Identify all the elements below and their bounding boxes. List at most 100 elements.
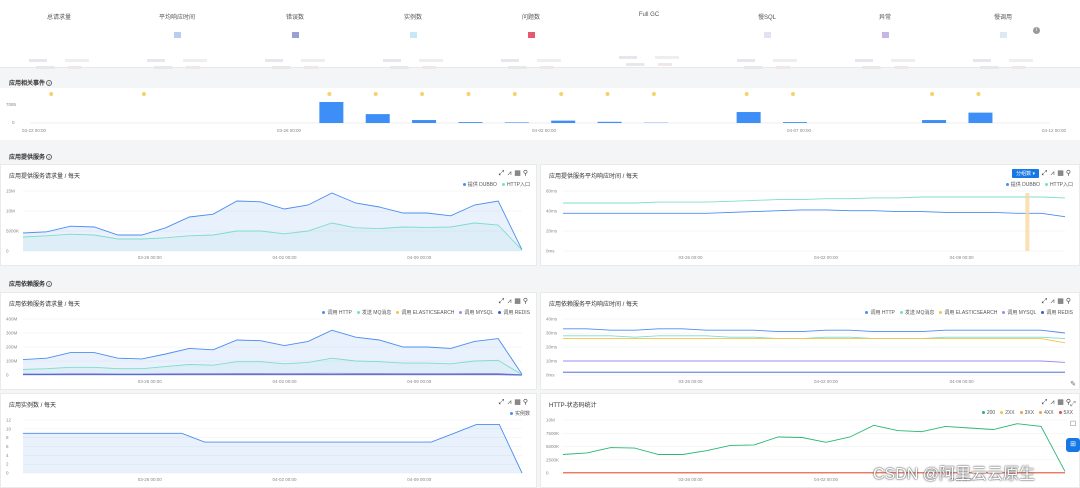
series-line[interactable] (563, 360, 1066, 363)
event-bar[interactable] (319, 102, 344, 123)
chart-type-icon[interactable]: ⩘ (507, 170, 513, 177)
event-bar[interactable] (783, 122, 807, 123)
metric-card[interactable]: 实例数 (354, 0, 472, 69)
help-icon[interactable]: ? (46, 80, 53, 86)
legend-item[interactable]: 3XX (1024, 410, 1035, 416)
metric-card[interactable]: Full GC (590, 0, 708, 68)
share-icon[interactable]: ⤢ (1070, 401, 1076, 408)
filter-icon[interactable]: ⚲ (522, 170, 530, 177)
series-line[interactable] (563, 209, 1066, 218)
event-marker-icon[interactable] (141, 92, 146, 96)
calendar-icon[interactable]: ▦ (514, 399, 522, 406)
legend-item[interactable]: 4XX (1044, 410, 1054, 416)
event-marker-icon[interactable] (466, 92, 471, 96)
metric-card[interactable]: 异常 (826, 0, 944, 69)
legend-item[interactable]: 调用 ELASTICSEARCH (401, 310, 455, 316)
event-marker-icon[interactable] (420, 92, 425, 96)
event-bar[interactable] (922, 120, 947, 123)
metric-card[interactable]: 总请求量 (0, 0, 118, 69)
series-line[interactable] (563, 196, 1066, 204)
series-line[interactable] (22, 357, 523, 375)
legend-item[interactable]: 提供 DUBBO (467, 182, 497, 188)
help-icon[interactable]: ? (46, 154, 53, 160)
legend-item[interactable]: 调用 REDIS (1046, 310, 1073, 316)
legend-item[interactable]: 调用 HTTP (870, 310, 895, 316)
metric-card[interactable]: 慢调用 (944, 0, 1062, 69)
event-bar[interactable] (458, 122, 483, 123)
chart-type-icon[interactable]: ⩘ (507, 298, 513, 305)
legend-item[interactable]: 调用 MYSQL (1007, 310, 1037, 316)
edit-icon[interactable]: ✎ (1070, 381, 1076, 388)
event-marker-icon[interactable] (373, 92, 378, 96)
split-dropdown-button[interactable]: 分组数 ▾ (1012, 169, 1039, 178)
chart-type-icon[interactable]: ⩘ (507, 399, 513, 406)
event-marker-icon[interactable] (512, 92, 517, 96)
help-icon[interactable]: ? (46, 281, 53, 287)
filter-icon[interactable]: ⚲ (1065, 399, 1073, 406)
calendar-icon[interactable]: ▦ (1057, 298, 1065, 305)
filter-icon[interactable]: ⚲ (522, 298, 530, 305)
series-line[interactable] (22, 329, 523, 375)
event-bar[interactable] (597, 121, 622, 123)
filter-icon[interactable]: ⚲ (1065, 170, 1073, 177)
event-marker-icon[interactable] (791, 92, 795, 96)
event-bar[interactable] (736, 112, 761, 123)
expand-icon[interactable]: ⤢ (498, 170, 506, 177)
legend-item[interactable]: 提供 DUBBO (1010, 182, 1040, 188)
event-marker-icon[interactable] (651, 92, 656, 96)
calendar-icon[interactable]: ▦ (1057, 170, 1065, 177)
chart-type-icon[interactable]: ⩘ (1050, 399, 1056, 406)
metric-card[interactable]: 慢SQL (708, 0, 826, 69)
series-line[interactable] (563, 335, 1066, 340)
legend-item[interactable]: 发送 MQ消息 (361, 310, 392, 316)
legend-item[interactable]: 调用 REDIS (503, 310, 530, 316)
calendar-icon[interactable]: ▦ (1057, 399, 1065, 406)
legend-item[interactable]: 2XX (1005, 410, 1015, 416)
expand-icon[interactable]: ⤢ (498, 399, 506, 406)
legend-item[interactable]: 200 (986, 410, 996, 416)
legend-item[interactable]: 调用 ELASTICSEARCH (944, 310, 998, 316)
event-marker-icon[interactable] (605, 92, 610, 96)
legend-item[interactable]: 调用 MYSQL (464, 310, 494, 316)
event-bar[interactable] (365, 114, 390, 123)
series-line[interactable] (562, 423, 1066, 472)
event-marker-icon[interactable] (327, 92, 332, 96)
expand-icon[interactable]: ⤢ (1041, 399, 1049, 406)
calendar-icon[interactable]: ▦ (514, 298, 522, 305)
metric-card[interactable]: 平均响应时间 (118, 0, 236, 69)
event-bar[interactable] (504, 122, 529, 123)
legend-item[interactable]: 实例数 (514, 411, 530, 417)
event-bar[interactable] (551, 120, 576, 123)
filter-icon[interactable]: ⚲ (522, 399, 530, 406)
metric-card[interactable]: 错误数 (236, 0, 354, 69)
chart-type-icon[interactable]: ⩘ (1050, 170, 1056, 177)
legend-item[interactable]: 5XX (1063, 410, 1073, 416)
event-marker-icon[interactable] (559, 92, 564, 96)
legend-item[interactable]: HTTP入口 (506, 182, 530, 188)
event-marker-icon[interactable] (976, 92, 981, 96)
expand-icon[interactable]: ⤢ (498, 298, 506, 305)
metric-card[interactable]: 问题数 (472, 0, 590, 69)
expand-icon[interactable]: ⤢ (1041, 170, 1049, 177)
filter-icon[interactable]: ⚲ (1065, 298, 1073, 305)
event-bar[interactable] (412, 120, 437, 123)
info-icon[interactable]: i (1033, 27, 1040, 34)
chart-type-icon[interactable]: ⩘ (1050, 298, 1056, 305)
comment-icon[interactable]: ☐ (1069, 421, 1077, 428)
expand-icon[interactable]: ⤢ (1041, 298, 1049, 305)
series-line[interactable] (23, 372, 523, 376)
series-line[interactable] (23, 423, 523, 474)
grid-icon[interactable]: ⊞ (1066, 438, 1080, 452)
legend-item[interactable]: 调用 HTTP (327, 310, 352, 316)
calendar-icon[interactable]: ▦ (514, 170, 522, 177)
event-bar[interactable] (968, 112, 993, 123)
event-marker-icon[interactable] (744, 92, 749, 96)
series-line[interactable] (22, 222, 523, 251)
event-marker-icon[interactable] (49, 92, 54, 96)
legend-item[interactable]: HTTP入口 (1049, 182, 1073, 188)
legend-item[interactable]: 发送 MQ消息 (904, 310, 935, 316)
event-marker-icon[interactable] (930, 92, 935, 96)
series-line[interactable] (563, 328, 1066, 334)
series-line[interactable] (563, 338, 1066, 344)
series-line[interactable] (22, 192, 523, 250)
